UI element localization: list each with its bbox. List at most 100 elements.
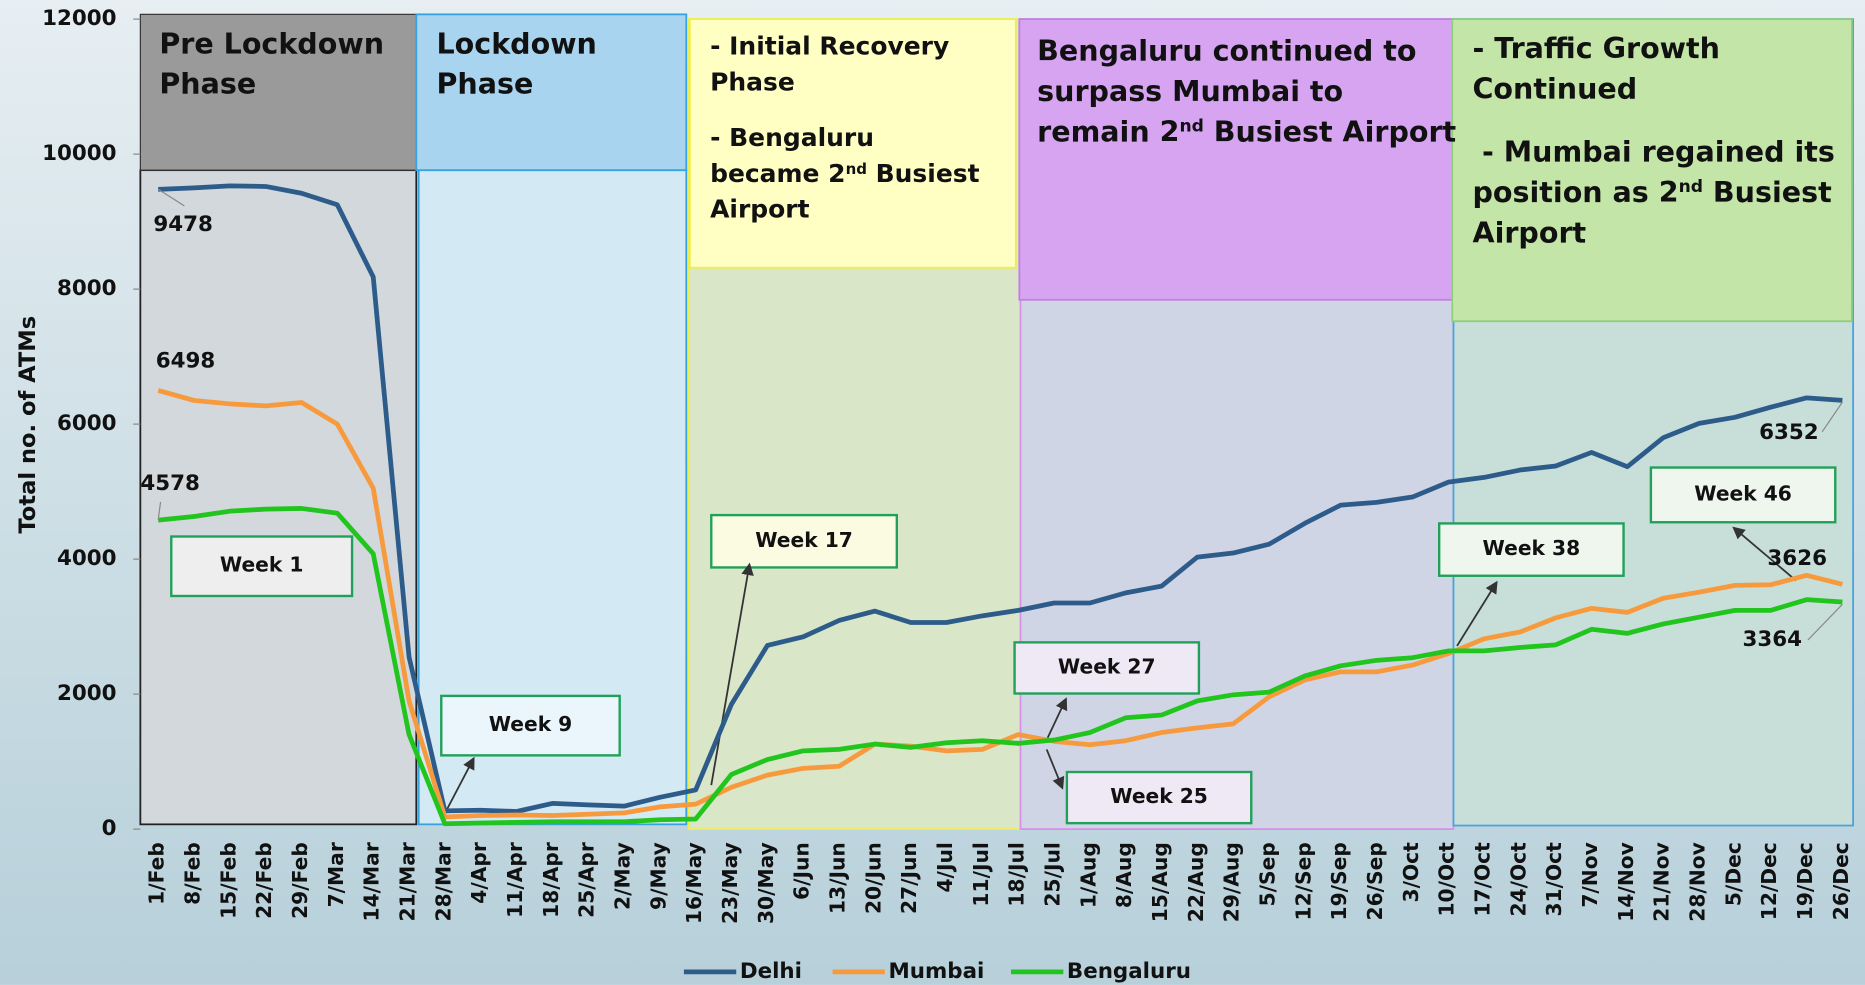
x-tick-label: 1/Aug (1076, 842, 1100, 908)
x-tick-label: 27/Jun (897, 842, 921, 914)
y-tick-label: 6000 (57, 411, 117, 436)
x-tick-label: 13/Jun (826, 842, 850, 914)
label-leader (1821, 401, 1843, 433)
phase-text: - Bengaluru (710, 123, 874, 152)
label-leader (157, 501, 162, 520)
legend-label: Mumbai (888, 959, 984, 984)
x-tick-label: 29/Aug (1220, 842, 1244, 922)
y-tick-label: 10000 (42, 141, 116, 166)
x-tick-label: 28/Mar (431, 842, 455, 921)
phase-text: - Initial Recovery (710, 32, 949, 61)
annotation-arrow (446, 756, 475, 810)
x-tick-label: 7/Mar (324, 842, 348, 907)
annotation-label: Week 9 (489, 712, 573, 736)
x-tick-label: 21/Nov (1650, 842, 1674, 922)
annotation-label: Week 17 (755, 528, 853, 552)
x-tick-label: 15/Feb (216, 842, 240, 919)
y-tick-label: 12000 (42, 6, 116, 31)
annotation-arrow (1732, 526, 1797, 582)
annotation-box (170, 535, 354, 598)
phase-regions (139, 13, 1854, 830)
phase-text-run: Pre Lockdown (159, 27, 384, 60)
phase-text-run: - Initial Recovery (710, 32, 949, 61)
phase-text: remain 2nd Busiest Airport (1037, 115, 1456, 148)
y-axis-title: Total no. of ATMs (15, 316, 41, 534)
phase-text-sup: nd (846, 159, 867, 177)
y-tick-label: 0 (102, 816, 117, 841)
x-tick-label: 25/Jul (1041, 842, 1065, 906)
x-tick-label: 30/May (754, 842, 778, 924)
x-tick-label: 22/Feb (252, 842, 276, 919)
phase-text-run: Lockdown (437, 27, 597, 60)
annotation-box (710, 513, 899, 569)
annotation-label: Week 46 (1694, 481, 1792, 505)
x-tick-label: 4/Jul (933, 842, 957, 892)
annotation-label: Week 1 (220, 553, 304, 577)
phase-text-run: Busiest (1703, 176, 1832, 209)
phase-text-run: - Mumbai regained its (1482, 136, 1835, 169)
series-line (157, 506, 1843, 827)
x-tick-label: 8/Feb (181, 842, 205, 905)
x-tick-label: 19/Dec (1793, 842, 1817, 920)
x-tick-label: 12/Dec (1757, 842, 1781, 920)
x-tick-label: 12/Sep (1291, 842, 1315, 920)
y-tick-label: 2000 (57, 681, 117, 706)
x-tick-label: 16/May (682, 842, 706, 924)
data-label: 3364 (1742, 627, 1802, 652)
pre-lockdown-header (139, 13, 417, 171)
phase-text-run: - Bengaluru (710, 123, 874, 152)
x-tick-label: 5/Sep (1256, 842, 1280, 906)
phase-text: Phase (437, 68, 534, 101)
x-tick-label: 11/Jul (969, 842, 993, 906)
data-label: 3626 (1767, 546, 1827, 571)
annotation-label: Week 25 (1110, 784, 1208, 808)
phase-text-sup: nd (1179, 117, 1203, 137)
phase-text: Pre Lockdown (159, 27, 384, 60)
x-tick-label: 28/Nov (1686, 842, 1710, 922)
x-tick-label: 20/Jun (861, 842, 885, 914)
phase-text: Bengaluru continued to (1037, 34, 1416, 67)
annotation-arrow (1456, 580, 1498, 647)
x-tick-label: 29/Feb (288, 842, 312, 919)
phase-text: became 2nd Busiest (710, 159, 980, 188)
x-tick-label: 19/Sep (1327, 842, 1351, 920)
phase-text: position as 2nd Busiest (1472, 176, 1831, 209)
x-tick-label: 14/Mar (360, 842, 384, 921)
annotation-arrow (710, 562, 754, 786)
x-tick-label: 3/Oct (1399, 842, 1423, 903)
growth-header (1451, 18, 1853, 323)
x-tick-label: 23/May (718, 842, 742, 924)
annotation-box (1438, 522, 1625, 577)
phase-text-run: Phase (710, 67, 795, 96)
series-line (158, 183, 1843, 814)
x-tick-label: 24/Oct (1506, 842, 1530, 917)
phase-text: - Mumbai regained its (1482, 136, 1835, 169)
label-leader (1807, 603, 1843, 641)
phase-text-run: Busiest Airport (1204, 115, 1456, 148)
x-tick-label: 25/Apr (575, 842, 599, 918)
phase-text-run: Phase (159, 68, 256, 101)
x-tick-label: 14/Nov (1614, 842, 1638, 922)
x-tick-label: 11/Apr (503, 842, 527, 918)
label-leader (157, 188, 185, 207)
x-tick-label: 5/Dec (1721, 842, 1745, 906)
lockdown-header (415, 13, 688, 172)
x-tick-label: 9/May (646, 842, 670, 910)
phase-text-run: Busiest (867, 159, 980, 188)
legend-label: Delhi (740, 959, 802, 984)
y-tick-label: 8000 (57, 276, 117, 301)
phase-text-run: position as 2 (1472, 176, 1678, 209)
x-tick-label: 15/Aug (1148, 842, 1172, 922)
data-label: 4578 (140, 471, 200, 496)
phase-text: - Traffic Growth (1472, 32, 1720, 65)
recovery-header (688, 18, 1017, 269)
phase-text-run: - Traffic Growth (1472, 32, 1720, 65)
annotation-label: Week 38 (1483, 536, 1581, 560)
data-label: 9478 (153, 212, 213, 237)
x-tick-label: 1/Feb (145, 842, 169, 905)
annotation-box (1649, 466, 1837, 524)
bengaluru-header (1018, 18, 1455, 301)
phase-text-sup: nd (1679, 177, 1703, 197)
